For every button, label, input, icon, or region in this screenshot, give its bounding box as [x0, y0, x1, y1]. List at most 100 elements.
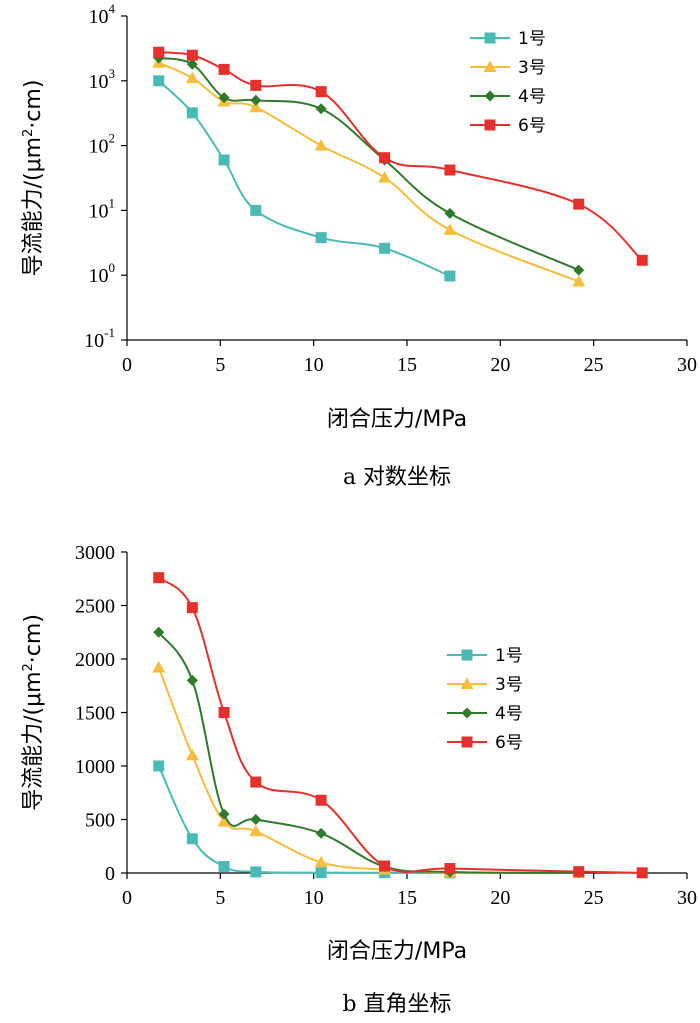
linear-chart: 0 5 10 15 20 25 30 0 500 1000 1500 2000 2500 3000 闭合压力…: [21, 542, 697, 1017]
y-axis-title-part: 导流能力/(: [21, 172, 46, 276]
y-tick-label: 1500: [75, 703, 115, 725]
data-point: [379, 860, 391, 872]
data-point: [185, 71, 199, 84]
legend-marker: [484, 32, 496, 44]
y-axis-title-part: μm: [21, 671, 46, 706]
y-tick-exponent: 1: [109, 195, 116, 210]
legend-label: 3号: [495, 675, 523, 695]
legend-entry: 6号: [447, 733, 523, 753]
y-axis-title-part: ·cm): [21, 614, 46, 663]
data-point: [379, 242, 391, 254]
data-point: [186, 58, 198, 70]
x-tick-label: 15: [397, 887, 417, 909]
y-axis-title-part: ·cm): [21, 80, 46, 129]
data-point: [218, 154, 230, 166]
legend-entry: 1号: [447, 646, 523, 666]
legend-marker: [484, 90, 496, 102]
x-tick-label: 5: [215, 887, 225, 909]
x-tick-label: 0: [122, 887, 132, 909]
x-tick-label: 10: [304, 354, 324, 376]
data-point: [378, 171, 392, 183]
data-point: [250, 79, 262, 91]
data-point: [218, 861, 230, 873]
y-tick-label: 10-1: [84, 325, 115, 352]
data-point: [379, 152, 391, 164]
data-point: [217, 815, 231, 827]
data-point: [186, 833, 198, 845]
data-point: [249, 100, 263, 113]
data-point: [444, 270, 456, 282]
x-tick-label: 20: [490, 887, 510, 909]
legend-marker: [484, 119, 496, 131]
legend-label: 4号: [495, 704, 523, 724]
legend-marker: [460, 677, 474, 689]
x-tick-label: 25: [584, 354, 604, 376]
y-tick-label: 103: [89, 66, 116, 93]
legend-entry: 4号: [470, 87, 546, 107]
x-axis-title: 闭合压力/MPa: [327, 939, 467, 964]
y-tick-base: 10: [89, 6, 109, 28]
data-point: [186, 674, 198, 686]
y-tick-base: 10: [84, 330, 104, 352]
series-1号: [153, 760, 456, 879]
x-tick-label: 15: [397, 354, 417, 376]
y-tick-exponent: -1: [104, 325, 115, 340]
y-axis-title: 导流能力/(μm2·cm): [21, 80, 46, 277]
data-point: [573, 866, 585, 878]
data-point: [218, 707, 230, 718]
y-tick-label: 101: [89, 195, 116, 222]
y-axis-title-part: μm: [21, 137, 46, 172]
data-point: [250, 204, 262, 216]
data-point: [186, 602, 198, 614]
legend-entry: 3号: [470, 58, 546, 78]
data-point: [444, 207, 456, 219]
legend-marker: [461, 707, 473, 719]
y-tick-label: 3000: [75, 542, 115, 564]
x-tick-label: 25: [584, 887, 604, 909]
data-point: [636, 867, 648, 879]
data-point: [153, 46, 165, 58]
series-4号: [153, 52, 585, 276]
data-point: [572, 274, 586, 287]
x-axis-title: 闭合压力/MPa: [327, 407, 467, 432]
series-line: [158, 51, 643, 262]
x-tick-label: 5: [215, 354, 225, 376]
y-tick-exponent: 4: [109, 1, 116, 16]
data-point: [250, 814, 262, 825]
legend-entry: 1号: [470, 29, 546, 49]
data-point: [573, 198, 585, 210]
data-point: [249, 824, 263, 837]
data-point: [153, 572, 165, 584]
y-axis-title-part: 2: [21, 129, 36, 137]
y-tick-label: 100: [89, 260, 116, 287]
data-point: [636, 254, 648, 266]
data-point: [250, 94, 262, 106]
series-6号: [153, 572, 648, 879]
series-line: [157, 667, 579, 874]
data-point: [315, 232, 327, 244]
legend-marker: [461, 649, 473, 661]
data-point: [314, 855, 328, 868]
data-point: [250, 866, 262, 878]
y-tick-label: 102: [89, 131, 116, 158]
data-point: [315, 867, 327, 879]
log-chart: 0 5 10 15 20 25 3010-1100101102103104闭合压力/MPa导…: [21, 1, 697, 490]
y-tick-label: 2500: [75, 596, 115, 618]
legend-marker: [483, 60, 497, 72]
legend-entry: 6号: [470, 116, 546, 136]
data-point: [218, 63, 230, 75]
legend-label: 1号: [518, 29, 546, 49]
data-point: [315, 86, 327, 98]
y-tick-base: 10: [89, 265, 109, 287]
x-tick-label: 0: [122, 354, 132, 376]
data-point: [573, 264, 585, 276]
data-point: [314, 139, 328, 151]
y-tick-exponent: 2: [109, 131, 116, 146]
x-tick-label: 10: [304, 887, 324, 909]
x-tick-label: 30: [677, 354, 697, 376]
x-tick-label: 30: [677, 887, 697, 909]
y-tick-exponent: 0: [109, 260, 116, 275]
legend-marker: [461, 736, 473, 748]
data-point: [153, 760, 165, 772]
data-point: [186, 49, 198, 61]
